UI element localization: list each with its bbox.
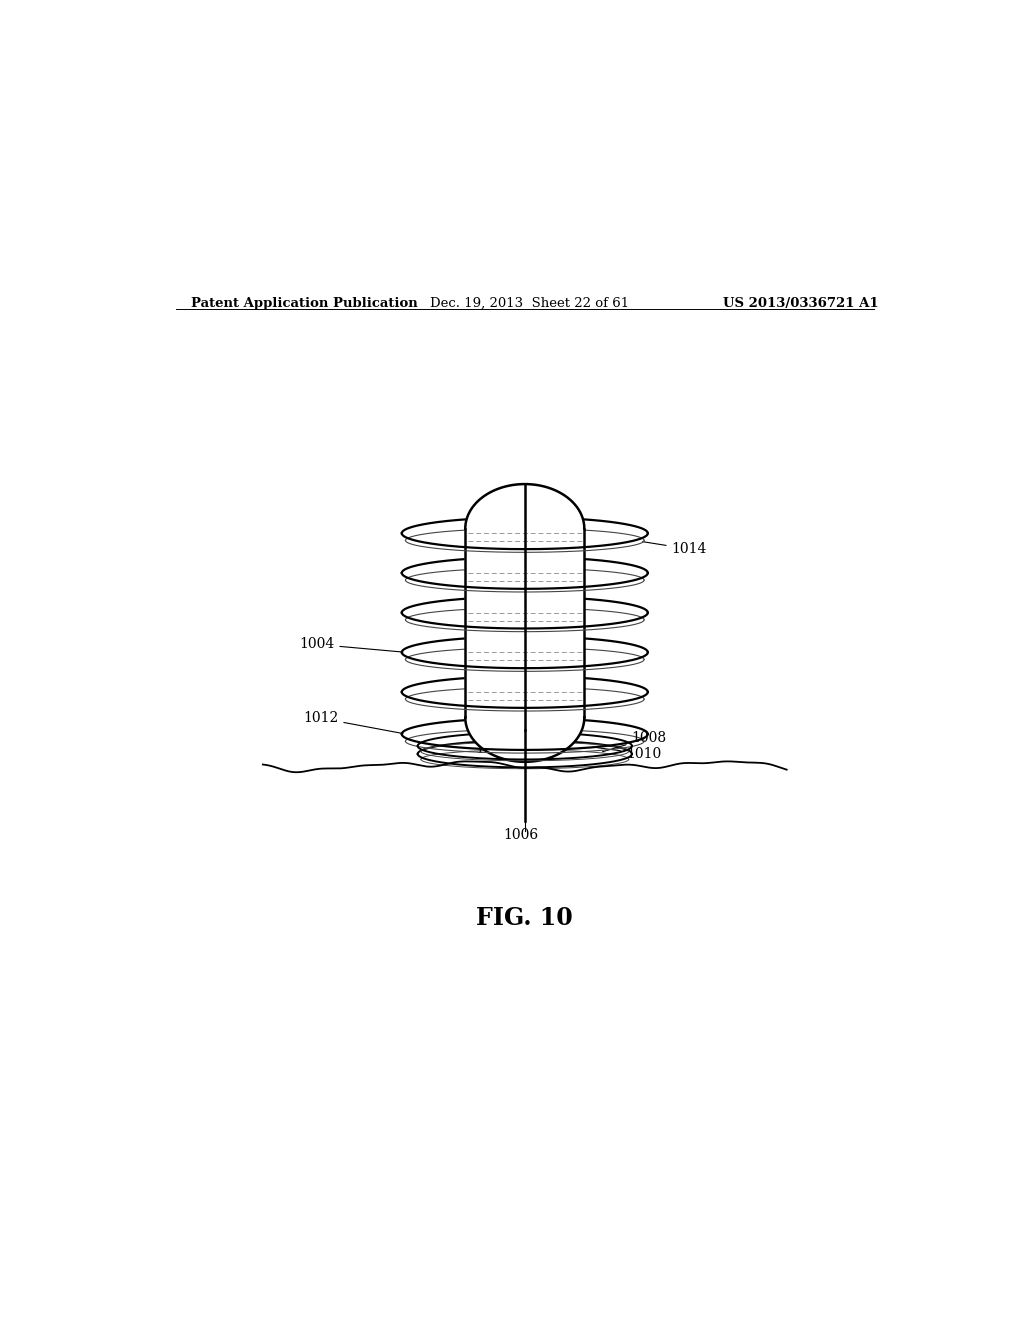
Text: Dec. 19, 2013  Sheet 22 of 61: Dec. 19, 2013 Sheet 22 of 61 (430, 297, 629, 310)
Polygon shape (465, 484, 585, 762)
Text: 1012: 1012 (303, 711, 403, 734)
Text: 1008: 1008 (602, 731, 667, 752)
Text: FIG. 10: FIG. 10 (476, 906, 573, 929)
Text: 1010: 1010 (597, 747, 662, 760)
Text: 1004: 1004 (299, 638, 403, 652)
Text: 1006: 1006 (503, 828, 539, 842)
Text: 1014: 1014 (643, 541, 707, 556)
Text: 1002: 1002 (475, 727, 511, 756)
Text: US 2013/0336721 A1: US 2013/0336721 A1 (723, 297, 879, 310)
Text: Patent Application Publication: Patent Application Publication (191, 297, 418, 310)
